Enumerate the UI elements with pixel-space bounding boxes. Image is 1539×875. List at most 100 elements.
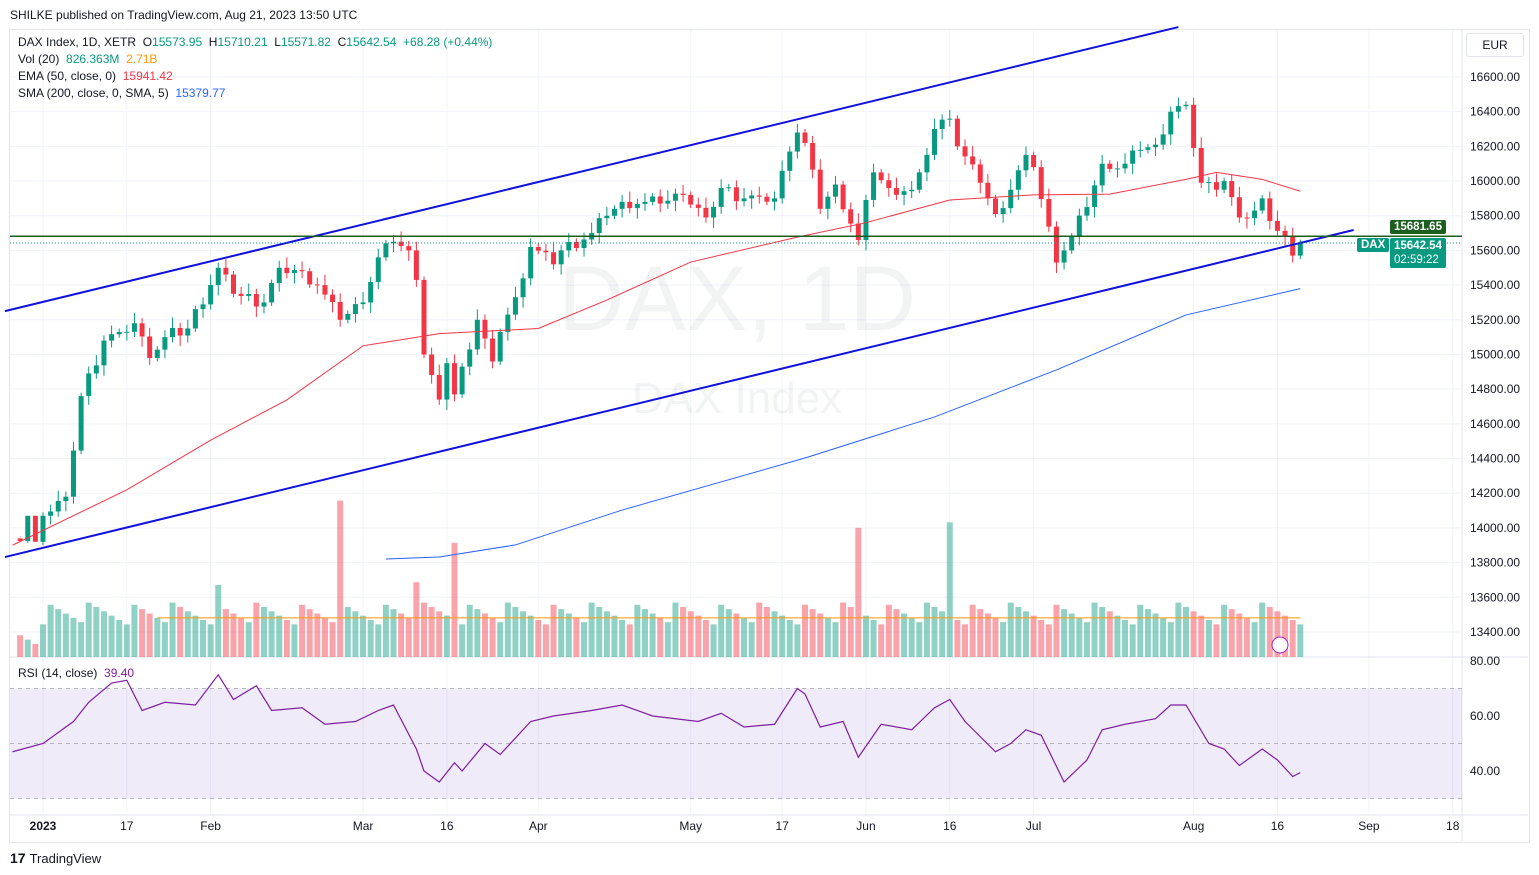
candle-body bbox=[977, 164, 983, 183]
candle-body bbox=[352, 304, 358, 315]
symbol-name[interactable]: DAX Index, 1D, XETR bbox=[18, 35, 137, 49]
volume-bar bbox=[984, 613, 991, 657]
candle-body bbox=[139, 323, 145, 337]
volume-bar bbox=[352, 611, 359, 657]
volume-bar bbox=[329, 622, 336, 657]
candle-body bbox=[1191, 104, 1197, 148]
candle-body bbox=[573, 241, 579, 249]
candle-body bbox=[1206, 182, 1212, 184]
candle-body bbox=[581, 239, 587, 249]
volume-bar bbox=[809, 609, 816, 657]
volume-bar bbox=[230, 613, 237, 657]
symbol-tag: DAX bbox=[1357, 238, 1390, 252]
candle-body bbox=[429, 354, 435, 375]
volume-bar bbox=[215, 584, 222, 657]
volume-bar bbox=[24, 639, 31, 657]
ema-legend[interactable]: EMA (50, close, 0) 15941.42 bbox=[18, 69, 173, 83]
volume-bar bbox=[672, 602, 679, 657]
candle-body bbox=[794, 132, 800, 152]
candle-body bbox=[345, 314, 351, 320]
volume-bar bbox=[360, 615, 367, 657]
candle-body bbox=[512, 297, 518, 315]
sma-legend[interactable]: SMA (200, close, 0, SMA, 5) 15379.77 bbox=[18, 86, 226, 100]
candle-body bbox=[444, 363, 450, 400]
time-axis-label: Feb bbox=[200, 819, 221, 833]
volume-legend[interactable]: Vol (20) 826.363M 2.71B bbox=[18, 52, 158, 66]
volume-bar bbox=[184, 611, 191, 657]
candle-body bbox=[612, 208, 617, 216]
volume-bar bbox=[977, 609, 984, 657]
candle-body bbox=[505, 314, 511, 332]
volume-bar bbox=[390, 609, 397, 657]
price-axis-label: 15200.00 bbox=[1470, 313, 1520, 327]
volume-bar bbox=[459, 624, 466, 657]
price-axis-label: 15800.00 bbox=[1470, 209, 1520, 223]
volume-bar bbox=[923, 602, 930, 657]
candle-body bbox=[482, 319, 488, 339]
candle-body bbox=[1168, 111, 1174, 135]
volume-bar bbox=[558, 609, 565, 657]
tv-logo-icon: 17 bbox=[10, 850, 26, 866]
volume-bar bbox=[1030, 615, 1037, 657]
currency-button[interactable]: EUR bbox=[1466, 33, 1524, 57]
price-axis-label: 16000.00 bbox=[1470, 174, 1520, 188]
candle-body bbox=[1069, 236, 1075, 251]
candle-body bbox=[299, 270, 305, 272]
publisher-header: SHILKE published on TradingView.com, Aug… bbox=[10, 8, 358, 22]
rsi-legend[interactable]: RSI (14, close) 39.40 bbox=[18, 666, 135, 680]
volume-bar bbox=[512, 606, 519, 657]
volume-bar bbox=[832, 622, 839, 657]
volume-bar bbox=[931, 606, 938, 657]
candle-body bbox=[703, 207, 709, 218]
close-value: 15642.54 bbox=[346, 35, 397, 49]
volume-bar bbox=[916, 622, 923, 657]
volume-bar bbox=[154, 617, 161, 657]
volume-bar bbox=[550, 604, 557, 657]
volume-bar bbox=[146, 613, 153, 657]
volume-bar bbox=[1083, 622, 1090, 657]
candle-body bbox=[109, 334, 115, 341]
volume-bar bbox=[504, 602, 511, 657]
price-axis-label: 16400.00 bbox=[1470, 105, 1520, 119]
volume-bar bbox=[207, 624, 214, 657]
candle-body bbox=[1130, 150, 1136, 164]
tradingview-logo[interactable]: 17 TradingView bbox=[10, 850, 102, 866]
candle-body bbox=[1198, 147, 1204, 183]
time-axis-label: 18 bbox=[1446, 819, 1460, 833]
candle-body bbox=[490, 338, 496, 362]
price-axis-label: 14000.00 bbox=[1470, 521, 1520, 535]
volume-bar bbox=[139, 609, 146, 657]
volume-bar bbox=[588, 602, 595, 657]
volume-bar bbox=[779, 615, 786, 657]
volume-bar bbox=[1175, 602, 1182, 657]
candle-body bbox=[162, 337, 168, 350]
candle-body bbox=[154, 349, 160, 358]
candle-body bbox=[1015, 170, 1021, 190]
volume-bar bbox=[291, 624, 298, 657]
volume-bar bbox=[1228, 609, 1235, 657]
volume-bar bbox=[70, 617, 77, 657]
volume-bar bbox=[398, 613, 405, 657]
candle-body bbox=[871, 172, 877, 200]
candle-body bbox=[840, 184, 846, 210]
volume-bar bbox=[474, 609, 481, 657]
volume-bar bbox=[1068, 613, 1075, 657]
candle-body bbox=[406, 246, 412, 251]
candle-body bbox=[208, 285, 214, 305]
candle-body bbox=[726, 187, 732, 189]
volume-bar bbox=[1160, 617, 1167, 657]
volume-bar bbox=[741, 617, 748, 657]
volume-bar bbox=[763, 606, 770, 657]
volume-bar bbox=[177, 606, 184, 657]
candle-body bbox=[764, 196, 770, 202]
candle-body bbox=[1297, 243, 1303, 256]
volume-bar bbox=[299, 604, 306, 657]
volume-bar bbox=[565, 613, 572, 657]
candle-body bbox=[48, 511, 54, 516]
volume-bar bbox=[969, 604, 976, 657]
time-axis-label: Jun bbox=[856, 819, 875, 833]
candle-body bbox=[878, 172, 884, 181]
volume-bar bbox=[908, 617, 915, 657]
candle-body bbox=[939, 119, 945, 130]
